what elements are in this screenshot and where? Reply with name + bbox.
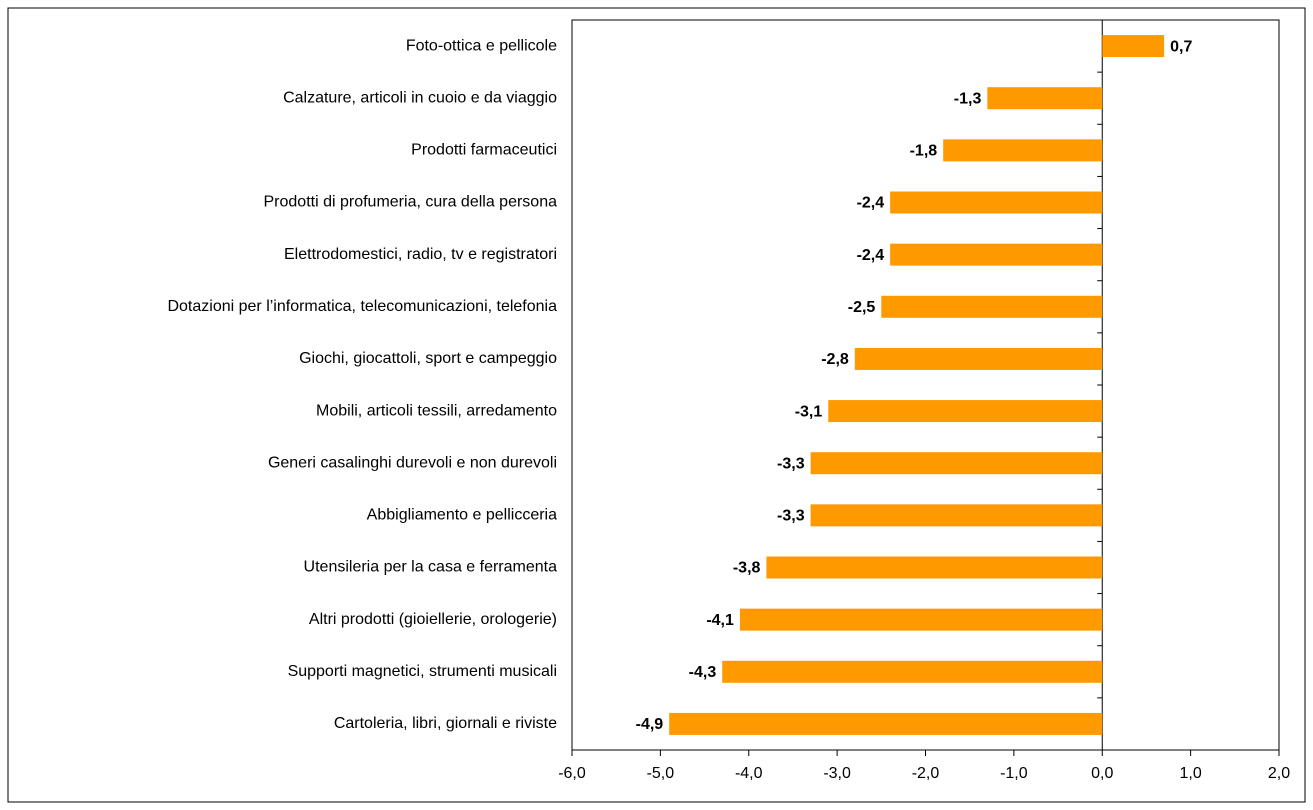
bar xyxy=(722,660,1103,683)
data-label: -1,3 xyxy=(954,90,982,107)
x-tick-label: -6,0 xyxy=(558,765,586,782)
y-tick-label: Cartoleria, libri, giornali e riviste xyxy=(334,715,557,732)
x-tick-label: 0,0 xyxy=(1091,765,1113,782)
data-label: -1,8 xyxy=(910,143,938,160)
x-tick-label: -5,0 xyxy=(647,765,675,782)
y-tick-label: Altri prodotti (gioiellerie, orologerie) xyxy=(309,611,557,628)
bar xyxy=(810,452,1103,475)
bar xyxy=(890,191,1103,214)
y-tick-label: Giochi, giocattoli, sport e campeggio xyxy=(299,350,557,367)
bar xyxy=(739,608,1103,631)
data-label: -3,1 xyxy=(795,403,823,420)
bar xyxy=(987,87,1103,110)
bar xyxy=(810,504,1103,527)
y-tick-label: Abbigliamento e pellicceria xyxy=(367,507,557,524)
data-label: -2,5 xyxy=(848,299,876,316)
x-tick-label: -2,0 xyxy=(912,765,940,782)
bar xyxy=(943,139,1103,162)
data-label: -4,3 xyxy=(689,664,717,681)
data-label: -3,3 xyxy=(777,455,805,472)
bar xyxy=(881,295,1103,318)
bar xyxy=(828,400,1103,423)
x-tick-label: -4,0 xyxy=(735,765,763,782)
x-tick-label: 1,0 xyxy=(1180,765,1202,782)
data-label: -2,8 xyxy=(821,351,849,368)
data-label: -4,1 xyxy=(706,612,734,629)
bar xyxy=(890,243,1103,266)
y-tick-label: Utensileria per la casa e ferramenta xyxy=(304,559,558,576)
y-tick-label: Calzature, articoli in cuoio e da viaggi… xyxy=(283,89,557,106)
bar xyxy=(854,347,1103,370)
y-tick-label: Supporti magnetici, strumenti musicali xyxy=(288,663,557,680)
bar xyxy=(1102,35,1165,58)
y-tick-label: Elettrodomestici, radio, tv e registrato… xyxy=(284,246,557,263)
data-label: -3,3 xyxy=(777,508,805,525)
y-tick-label: Generi casalinghi durevoli e non durevol… xyxy=(268,454,557,471)
y-tick-label: Dotazioni per l’informatica, telecomunic… xyxy=(167,298,557,315)
bar xyxy=(669,712,1103,735)
x-tick-label: 2,0 xyxy=(1268,765,1290,782)
y-tick-label: Mobili, articoli tessili, arredamento xyxy=(316,402,557,419)
data-label: -2,4 xyxy=(857,247,885,264)
data-label: 0,7 xyxy=(1170,38,1192,55)
chart-border xyxy=(7,7,1306,803)
x-tick-label: -3,0 xyxy=(823,765,851,782)
y-tick-label: Prodotti di profumeria, cura della perso… xyxy=(264,194,558,211)
data-label: -4,9 xyxy=(636,716,664,733)
bar xyxy=(766,556,1103,579)
data-label: -2,4 xyxy=(857,195,885,212)
y-tick-label: Foto-ottica e pellicole xyxy=(406,37,557,54)
data-label: -3,8 xyxy=(733,560,761,577)
x-tick-label: -1,0 xyxy=(1000,765,1028,782)
y-tick-label: Prodotti farmaceutici xyxy=(411,142,557,159)
